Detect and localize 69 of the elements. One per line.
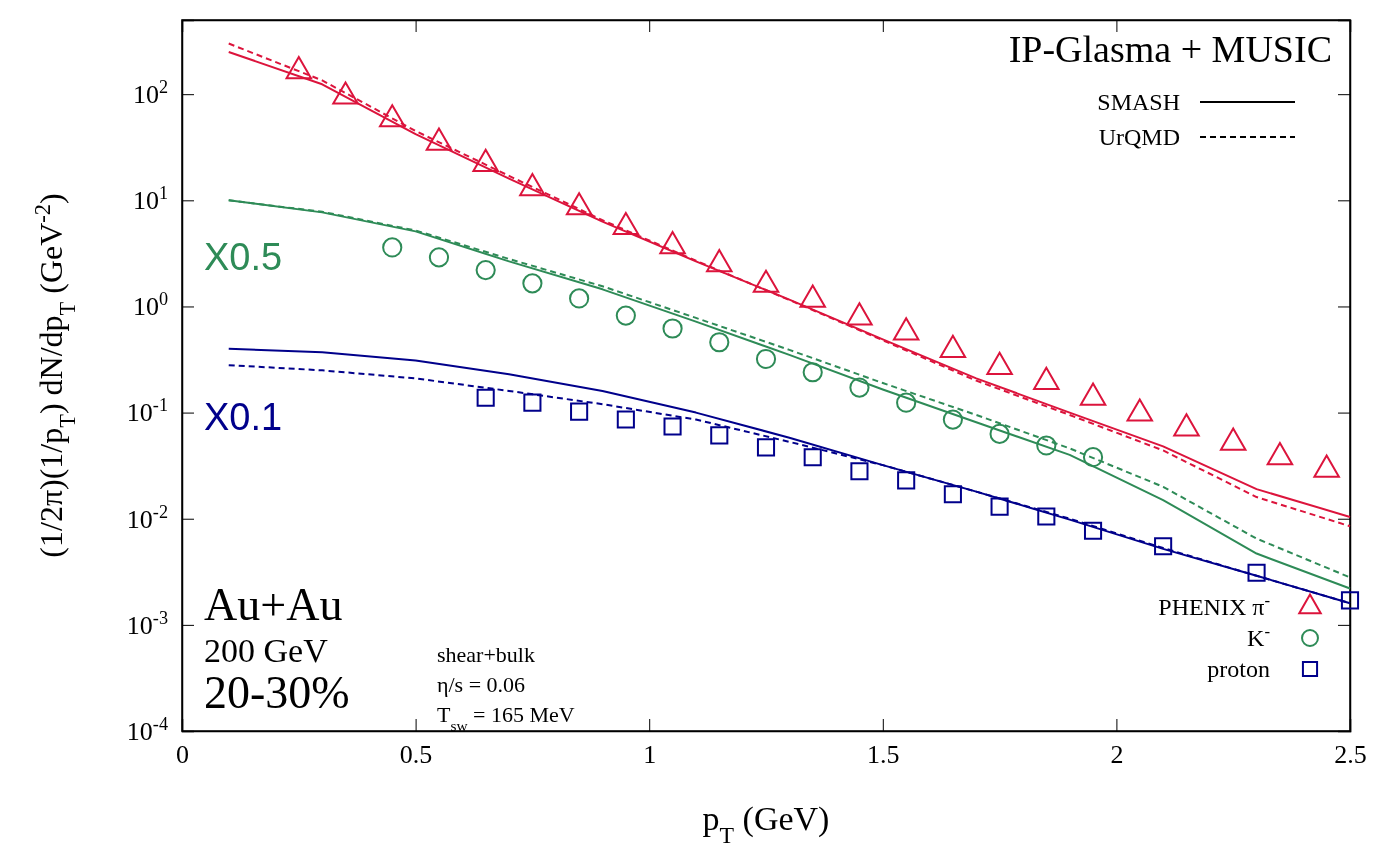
point: [1083, 521, 1103, 540]
point: [612, 211, 640, 236]
legend-label: K$^{-}$: [1247, 621, 1270, 651]
point: [565, 192, 593, 216]
point: [615, 305, 636, 326]
point: [706, 249, 733, 273]
annotation: IP-Glasma + MUSIC: [1008, 28, 1332, 70]
annotation: X0.1: [204, 396, 283, 438]
point: [1154, 537, 1173, 556]
point: [663, 417, 682, 436]
annotation: η/s = 0.06: [437, 672, 526, 697]
point: [755, 348, 777, 370]
y-tick-label: 10$^{-3}$: [126, 607, 168, 640]
point: [472, 148, 499, 173]
y-tick-label: 10$^{-2}$: [126, 501, 168, 534]
annotation: X0.5: [204, 236, 283, 278]
point: [802, 362, 823, 383]
point: [1037, 507, 1056, 526]
point: [569, 288, 590, 309]
point: [849, 377, 870, 398]
point: [662, 318, 683, 339]
point: [570, 402, 589, 421]
point: [803, 448, 822, 467]
x-tick-label: 0: [176, 740, 189, 770]
point: [942, 409, 963, 430]
point: [1340, 591, 1360, 610]
x-tick-label: 2.5: [1334, 740, 1367, 770]
point: [523, 393, 542, 412]
annotation: shear+bulk: [437, 642, 535, 667]
point: [1036, 435, 1057, 456]
x-tick-label: 1: [643, 740, 657, 770]
point: [943, 485, 962, 504]
point: [850, 462, 869, 481]
point: [989, 423, 1010, 444]
point: [756, 438, 776, 457]
point: [846, 302, 873, 326]
point: [425, 127, 453, 151]
y-tick-label: 10$^{2}$: [132, 77, 168, 110]
x-tick-label: 2: [1110, 740, 1124, 770]
point: [522, 273, 543, 294]
y-tick-label: 10$^{0}$: [132, 289, 168, 322]
legend-label: proton: [1207, 656, 1270, 682]
x-axis-title: p$_{T}$ (GeV): [702, 800, 830, 845]
y-tick-label: 10$^{-4}$: [126, 713, 168, 746]
y-tick-label: 10$^{1}$: [132, 183, 168, 216]
point: [1082, 447, 1104, 468]
point: [710, 426, 729, 445]
point: [897, 471, 916, 490]
point: [990, 497, 1009, 516]
point: [659, 231, 686, 255]
annotation: T$_{sw}$ = 165 MeV: [437, 702, 575, 734]
annotation: 200 GeV: [204, 632, 329, 669]
point: [616, 410, 635, 429]
point: [896, 392, 917, 413]
x-tick-label: 1.5: [867, 740, 900, 770]
point: [709, 332, 730, 353]
x-tick-label: 0.5: [399, 740, 433, 770]
annotation: SMASH: [1097, 89, 1180, 115]
point: [332, 81, 359, 105]
point: [378, 104, 406, 128]
point: [1247, 563, 1266, 582]
annotation: 20-30%: [204, 667, 350, 718]
annotation: UrQMD: [1098, 124, 1180, 150]
point: [285, 55, 313, 80]
point: [476, 388, 495, 407]
legend-label: PHENIX π$^{-}$: [1158, 590, 1270, 620]
point: [519, 173, 546, 197]
y-tick-label: 10$^{-1}$: [126, 395, 168, 428]
annotation: Au+Au: [204, 579, 343, 630]
